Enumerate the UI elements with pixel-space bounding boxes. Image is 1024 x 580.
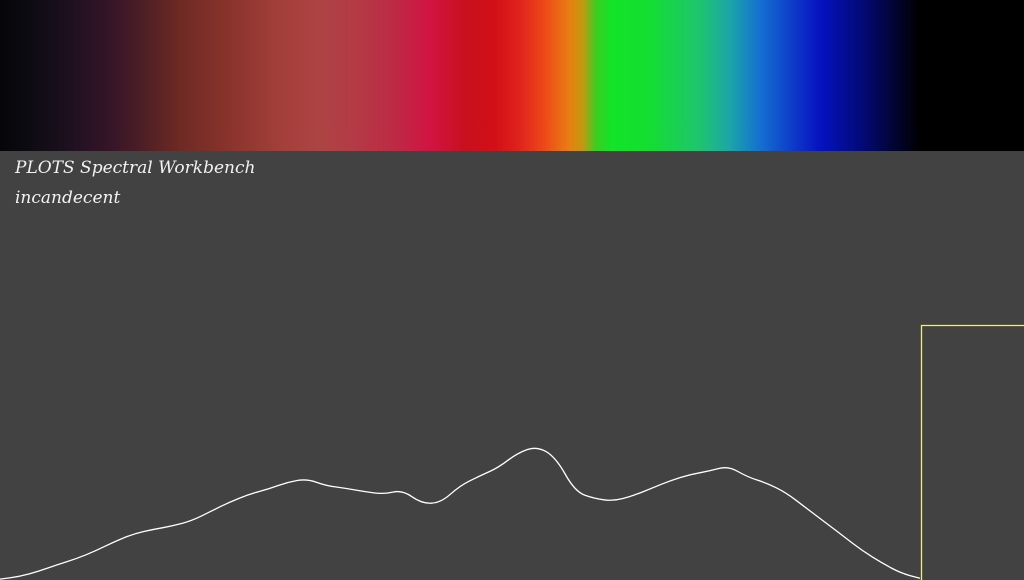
spectrum-sample-label: incandecent: [15, 188, 121, 208]
spectrum-image: [0, 0, 1024, 151]
intensity-trace-line: [0, 447, 921, 580]
spectrum-plot[interactable]: [0, 151, 1024, 580]
selection-marker[interactable]: [920, 324, 1024, 580]
app-title: PLOTS Spectral Workbench: [15, 158, 256, 178]
